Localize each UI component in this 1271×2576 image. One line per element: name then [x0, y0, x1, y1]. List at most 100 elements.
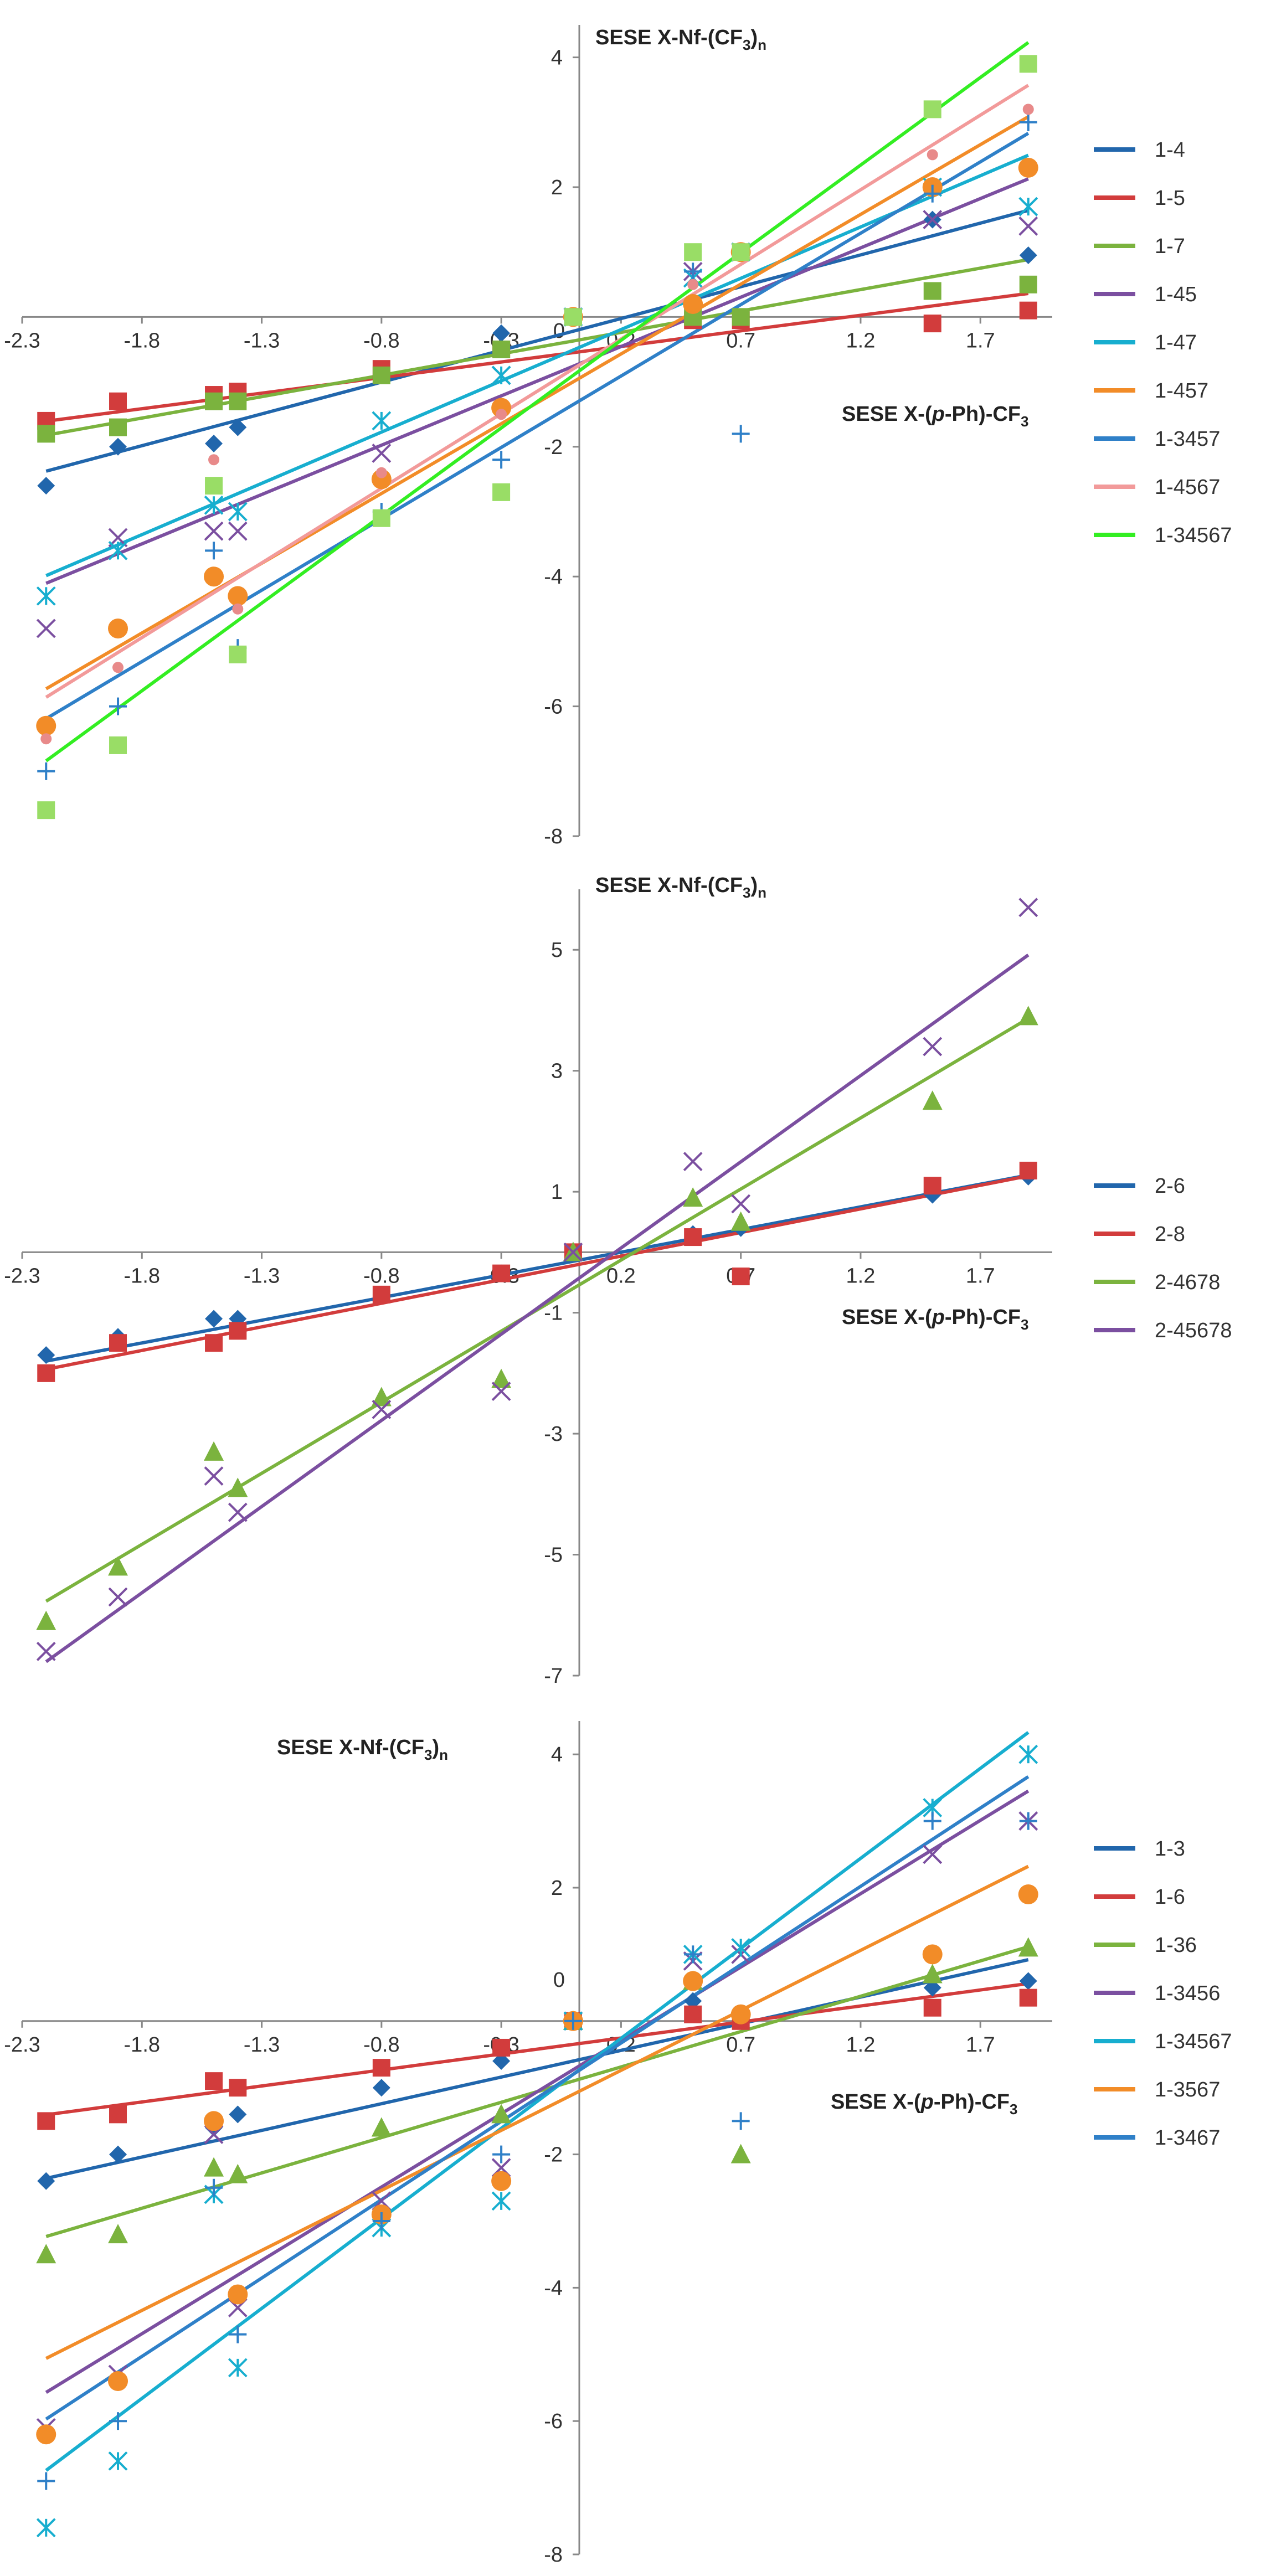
- legend-label-1-3457: 1-3457: [1155, 427, 1220, 451]
- point-1-47: [372, 411, 392, 431]
- point-1-4567: [496, 409, 507, 420]
- data-points: [36, 55, 1038, 820]
- legend-label-1-47: 1-47: [1155, 331, 1197, 354]
- point-1-457: [108, 618, 128, 638]
- legend-label-2-45678: 2-45678: [1155, 1319, 1232, 1342]
- trend-line-1-34567: [45, 1731, 1030, 2472]
- point-2-45678: [563, 1242, 583, 1262]
- point-1-3467: [923, 1812, 941, 1830]
- point-1-34567: [37, 801, 55, 820]
- point-1-47: [228, 502, 248, 522]
- legend: 1-4 1-5 1-7 1-45 1-47 1-457 1-3457 1-4567 1-3456…: [1094, 138, 1232, 547]
- point-1-36: [491, 2104, 512, 2124]
- trend-lines: [45, 1731, 1030, 2472]
- point-1-3457: [109, 697, 127, 715]
- legend-label-1-3567: 1-3567: [1155, 2078, 1220, 2101]
- point-1-7: [923, 282, 941, 300]
- point-2-4678: [922, 1090, 943, 1110]
- y-tick-label: -4: [544, 565, 563, 589]
- point-2-45678: [683, 1152, 703, 1171]
- point-1-3: [229, 2105, 247, 2124]
- trend-line-1-3457: [45, 132, 1030, 720]
- legend-label-1-3467: 1-3467: [1155, 2126, 1220, 2150]
- point-1-4567: [927, 149, 938, 161]
- point-2-45678: [1018, 898, 1038, 918]
- point-2-45678: [491, 1382, 511, 1402]
- point-2-8: [229, 1322, 247, 1340]
- chart-panel-2: -2.3-1.8-1.3-0.8-0.30.20.71.21.7-7-5-3-1…: [4, 874, 1232, 1688]
- x-tick-label: 1.7: [966, 329, 995, 352]
- point-2-4678: [108, 1556, 128, 1576]
- trend-line-1-4: [45, 209, 1029, 473]
- x-tick-label: 1.2: [846, 2033, 876, 2057]
- y-tick-label: 3: [551, 1060, 563, 1083]
- point-1-4567: [208, 454, 220, 466]
- trend-line-1-45: [45, 177, 1029, 585]
- point-2-45678: [731, 1194, 751, 1214]
- point-1-6: [37, 2112, 55, 2130]
- y-axis-title: SESE X-Nf-(CF3)n: [595, 26, 766, 53]
- trend-line-1-47: [45, 153, 1029, 578]
- legend-label-2-4678: 2-4678: [1155, 1271, 1220, 1294]
- point-1-3: [923, 1979, 941, 1997]
- y-tick-label: -8: [544, 825, 563, 848]
- point-1-4567: [40, 733, 52, 745]
- y-axis-title: SESE X-Nf-(CF3)n: [595, 874, 766, 901]
- point-1-7: [732, 308, 750, 326]
- point-2-45678: [108, 1587, 128, 1607]
- point-2-6: [923, 1186, 941, 1204]
- point-1-3567: [683, 1971, 703, 1991]
- axes: -2.3-1.8-1.3-0.8-0.30.20.71.21.7-8-6-4-2…: [4, 25, 1052, 848]
- point-1-34567: [228, 2358, 248, 2378]
- point-2-45678: [204, 1466, 224, 1486]
- trend-line-2-8: [45, 1174, 1029, 1371]
- point-1-3457: [1019, 113, 1037, 131]
- point-1-45: [36, 619, 56, 638]
- point-1-45: [1018, 216, 1038, 236]
- chart-panel-3: -2.3-1.8-1.3-0.8-0.30.20.71.21.7-8-6-4-2…: [4, 1721, 1232, 2567]
- trend-line-1-34567: [45, 41, 1030, 763]
- point-1-47: [1018, 197, 1038, 217]
- point-1-3467: [492, 2145, 511, 2163]
- point-1-34567: [491, 2191, 511, 2211]
- point-1-34567: [108, 2451, 128, 2471]
- point-1-36: [1018, 1937, 1038, 1957]
- y-tick-label: 1: [551, 1181, 563, 1204]
- point-2-6: [205, 1310, 223, 1328]
- x-tick-label: -1.3: [244, 1264, 280, 1287]
- point-2-6: [37, 1346, 55, 1364]
- x-tick-label: -0.8: [363, 1264, 399, 1287]
- point-1-3457: [684, 262, 702, 281]
- y-tick-label: -8: [544, 2543, 563, 2567]
- point-1-3456: [923, 1845, 943, 1864]
- point-2-45678: [372, 1399, 392, 1419]
- point-1-3: [492, 2052, 511, 2070]
- point-2-4678: [683, 1187, 703, 1207]
- point-1-36: [371, 2117, 392, 2137]
- point-1-34567: [109, 736, 127, 754]
- x-tick-label: -1.8: [124, 329, 160, 352]
- point-1-7: [109, 418, 127, 436]
- point-1-7: [492, 341, 511, 358]
- point-1-6: [109, 2105, 127, 2124]
- trend-line-2-6: [45, 1173, 1029, 1363]
- point-2-8: [37, 1364, 55, 1382]
- point-2-4678: [36, 1610, 56, 1630]
- y-tick-label: -6: [544, 695, 563, 719]
- trend-line-1-3456: [45, 1789, 1030, 2394]
- point-1-34567: [732, 243, 750, 261]
- legend-label-1-4567: 1-4567: [1155, 476, 1220, 499]
- point-1-3: [372, 2079, 390, 2097]
- point-1-6: [492, 2038, 511, 2057]
- y-zero-label: 0: [553, 320, 565, 343]
- legend-label-1-45: 1-45: [1155, 283, 1197, 306]
- axes: -2.3-1.8-1.3-0.8-0.30.20.71.21.7-7-5-3-1…: [4, 889, 1052, 1688]
- point-1-457: [36, 715, 56, 736]
- point-1-3: [37, 2172, 55, 2190]
- legend-label-1-457: 1-457: [1155, 379, 1208, 403]
- y-axis-title: SESE X-Nf-(CF3)n: [277, 1736, 448, 1763]
- x-tick-label: -2.3: [4, 1264, 40, 1287]
- point-1-3: [1019, 1972, 1037, 1990]
- point-1-3567: [108, 2371, 128, 2391]
- point-1-3467: [564, 2012, 582, 2030]
